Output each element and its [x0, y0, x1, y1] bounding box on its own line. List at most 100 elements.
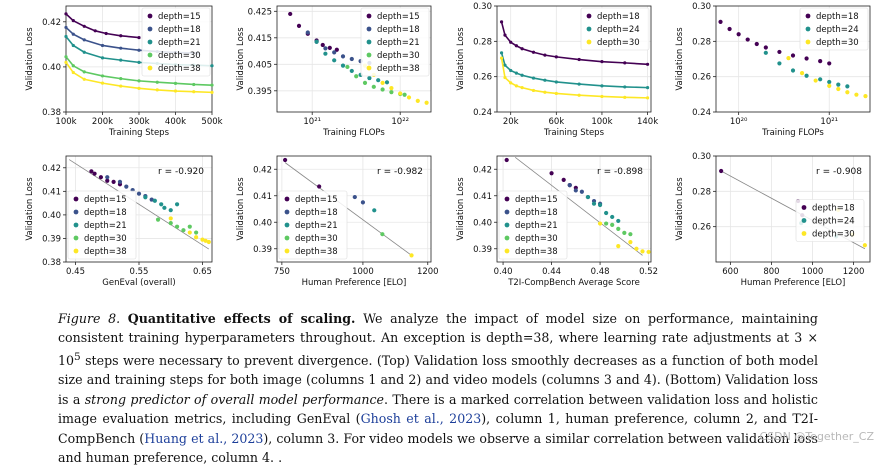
data-point	[119, 84, 123, 88]
x-axis-label: Training Steps	[108, 128, 170, 138]
x-axis-label: Training FLOPs	[761, 128, 824, 138]
data-point	[136, 191, 142, 196]
legend-marker	[504, 196, 510, 202]
y-tick-label: 0.26	[692, 223, 711, 233]
data-point	[152, 198, 157, 203]
data-point	[187, 230, 192, 235]
data-point	[804, 56, 809, 61]
data-point	[610, 214, 615, 220]
data-point	[503, 75, 507, 80]
data-point	[818, 77, 823, 82]
data-point	[804, 73, 809, 78]
correlation-annotation: r = -0.898	[597, 167, 643, 177]
data-point	[549, 171, 554, 176]
data-point	[100, 81, 105, 85]
correlation-annotation: r = -0.908	[816, 167, 862, 177]
citation-link-ghosh[interactable]: Ghosh et al., 2023	[360, 411, 482, 427]
data-point	[349, 56, 354, 62]
data-point	[604, 221, 609, 226]
y-tick-label: 0.415	[248, 34, 272, 44]
y-axis-label: Validation Loss	[25, 177, 35, 241]
x-tick-label: 60k	[548, 117, 564, 127]
y-tick-label: 0.40	[42, 63, 61, 73]
axes-frame	[276, 5, 432, 113]
data-point	[561, 177, 566, 182]
caption-italic: strong predictor of overall model perfor…	[84, 391, 384, 407]
legend-label: depth=38	[295, 247, 338, 257]
data-point	[71, 70, 75, 75]
data-point	[210, 83, 214, 87]
y-tick-label: 0.38	[42, 258, 61, 268]
legend: depth=15 depth=18 depth=21 depth=30 depth=38	[278, 190, 348, 260]
legend: depth=18 depth=24 depth=30	[795, 199, 865, 242]
legend-label: depth=38	[84, 247, 127, 257]
data-point	[194, 235, 199, 240]
x-axis-label: Human Preference [ELO]	[741, 278, 846, 288]
data-point	[162, 205, 167, 210]
data-point	[623, 85, 627, 89]
correlation-annotation: r = -0.920	[158, 167, 204, 177]
data-point	[173, 89, 178, 93]
chart-plot-area: 20k 60k 100k 140k 0.24 0.26 0.28 0.30 Training S…	[456, 2, 658, 138]
data-point	[573, 188, 578, 193]
x-tick-label: 0.48	[591, 267, 610, 277]
data-point	[827, 61, 832, 66]
data-point	[777, 49, 782, 55]
legend-marker	[147, 65, 153, 71]
data-point	[288, 11, 293, 17]
x-axis-label: Human Preference [ELO]	[302, 278, 407, 288]
legend-label: depth=15	[295, 195, 338, 205]
data-point	[64, 12, 68, 16]
y-axis-label: Validation Loss	[236, 177, 246, 241]
correlation-annotation: r = -0.982	[377, 167, 423, 177]
data-point	[332, 50, 337, 55]
y-tick-label: 0.40	[473, 218, 492, 228]
axes-frame	[715, 5, 871, 113]
y-tick-label: 0.42	[42, 18, 61, 28]
legend-marker	[586, 13, 592, 19]
legend-label: depth=24	[816, 25, 859, 35]
legend-label: depth=30	[816, 38, 859, 48]
legend-marker	[801, 218, 807, 223]
y-axis-label: Validation Loss	[675, 27, 685, 91]
data-point	[597, 221, 603, 226]
legend-label: depth=21	[84, 221, 127, 231]
data-point	[763, 45, 768, 50]
data-point	[554, 80, 558, 84]
data-point	[71, 32, 75, 36]
legend-label: depth=21	[377, 38, 420, 48]
data-point	[192, 90, 196, 94]
chart-panel-4: 10²⁰ 10²¹ 0.24 0.26 0.28 0.30 Training FLOPs Va…	[658, 0, 877, 150]
data-point	[327, 45, 332, 50]
data-point	[64, 34, 68, 39]
data-point	[799, 71, 805, 76]
legend-marker	[805, 13, 811, 19]
data-point	[509, 68, 513, 73]
legend-label: depth=30	[295, 234, 338, 244]
data-point	[520, 47, 524, 51]
data-point	[514, 44, 518, 48]
legend-marker	[73, 235, 79, 241]
data-point	[503, 63, 507, 67]
data-point	[543, 90, 547, 94]
chart-panel-2: 10²¹ 10²² 0.395 0.405 0.415 0.425 Training FLO…	[219, 0, 438, 150]
legend-label: depth=21	[515, 221, 558, 231]
legend-box	[799, 7, 869, 51]
y-tick-label: 0.39	[253, 245, 272, 255]
legend-box	[141, 7, 211, 77]
legend-label: depth=18	[816, 12, 859, 22]
data-point	[200, 237, 205, 242]
citation-link-huang[interactable]: Huang et al., 2023	[144, 430, 264, 446]
legend-marker	[504, 235, 510, 241]
legend-box	[795, 199, 865, 242]
legend-marker	[805, 26, 811, 32]
data-point	[192, 82, 196, 87]
y-axis-label: Validation Loss	[675, 177, 685, 241]
x-tick-label: 0.40	[494, 267, 513, 277]
data-point	[137, 79, 141, 83]
legend: depth=15 depth=18 depth=21 depth=30 depth=38	[498, 190, 568, 260]
series-line-depth=38	[65, 61, 213, 94]
data-point	[168, 216, 173, 221]
data-point	[372, 208, 377, 213]
y-tick-label: 0.42	[473, 165, 492, 175]
